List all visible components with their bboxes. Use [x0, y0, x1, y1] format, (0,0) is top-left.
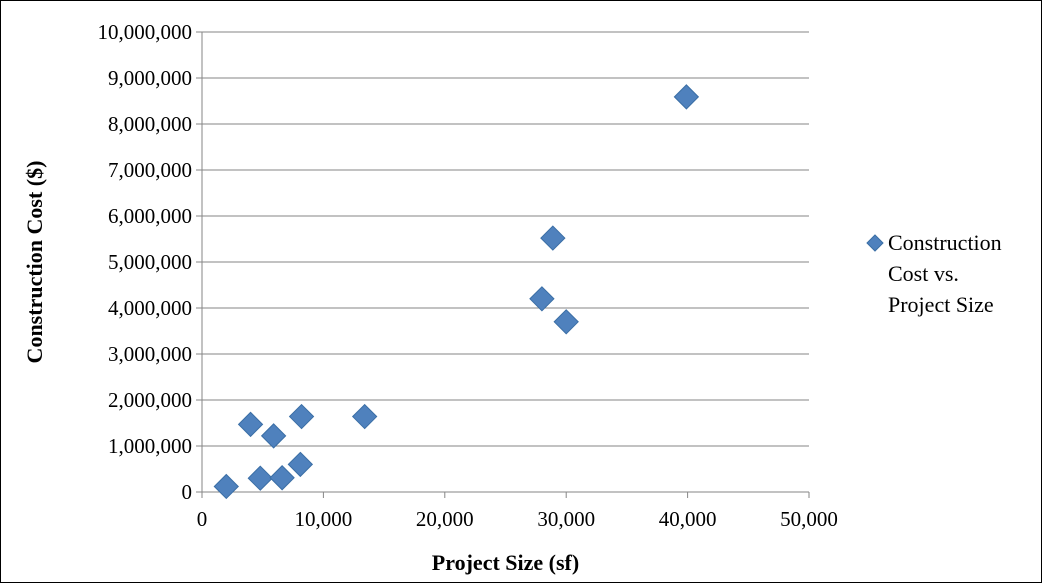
- y-tick-label: 2,000,000: [108, 388, 192, 412]
- y-tick-label: 8,000,000: [108, 112, 192, 136]
- y-tick-label: 1,000,000: [108, 434, 192, 458]
- legend-label-line: Project Size: [888, 292, 994, 317]
- y-tick-label: 0: [182, 480, 193, 504]
- data-points: [213, 84, 700, 500]
- legend-marker-icon: [866, 234, 884, 252]
- x-tick-label: 10,000: [295, 507, 353, 531]
- y-axis-title: Construction Cost ($): [22, 161, 47, 364]
- x-tick-label: 0: [197, 507, 208, 531]
- legend: Construction Cost vs. Project Size: [866, 230, 1002, 317]
- axes: [196, 31, 810, 498]
- data-point: [351, 403, 378, 430]
- x-tick-label: 30,000: [537, 507, 595, 531]
- data-point: [247, 465, 273, 491]
- x-tick-labels: 0 10,000 20,000 30,000 40,000 50,000: [197, 507, 838, 531]
- y-tick-labels: 0 1,000,000 2,000,000 3,000,000 4,000,000 5,0…: [98, 20, 193, 504]
- data-point: [288, 403, 315, 430]
- y-tick-label: 5,000,000: [108, 250, 192, 274]
- data-point: [540, 225, 566, 251]
- legend-label-line: Construction: [888, 230, 1002, 255]
- data-point: [529, 286, 555, 312]
- gridlines: [202, 31, 809, 447]
- data-point: [269, 465, 295, 491]
- y-tick-label: 7,000,000: [108, 158, 192, 182]
- data-point: [673, 84, 700, 110]
- y-tick-label: 10,000,000: [98, 20, 193, 44]
- y-tick-label: 3,000,000: [108, 342, 192, 366]
- data-point: [260, 423, 287, 449]
- x-tick-label: 50,000: [780, 507, 838, 531]
- data-point: [213, 473, 239, 500]
- x-tick-label: 20,000: [416, 507, 474, 531]
- x-tick-label: 40,000: [659, 507, 717, 531]
- data-point: [237, 411, 264, 438]
- data-point: [287, 451, 314, 478]
- y-tick-label: 6,000,000: [108, 204, 192, 228]
- y-tick-label: 4,000,000: [108, 296, 192, 320]
- legend-label-line: Cost vs.: [888, 261, 959, 286]
- data-point: [553, 309, 579, 335]
- x-axis-title: Project Size (sf): [432, 550, 579, 575]
- y-tick-label: 9,000,000: [108, 66, 192, 90]
